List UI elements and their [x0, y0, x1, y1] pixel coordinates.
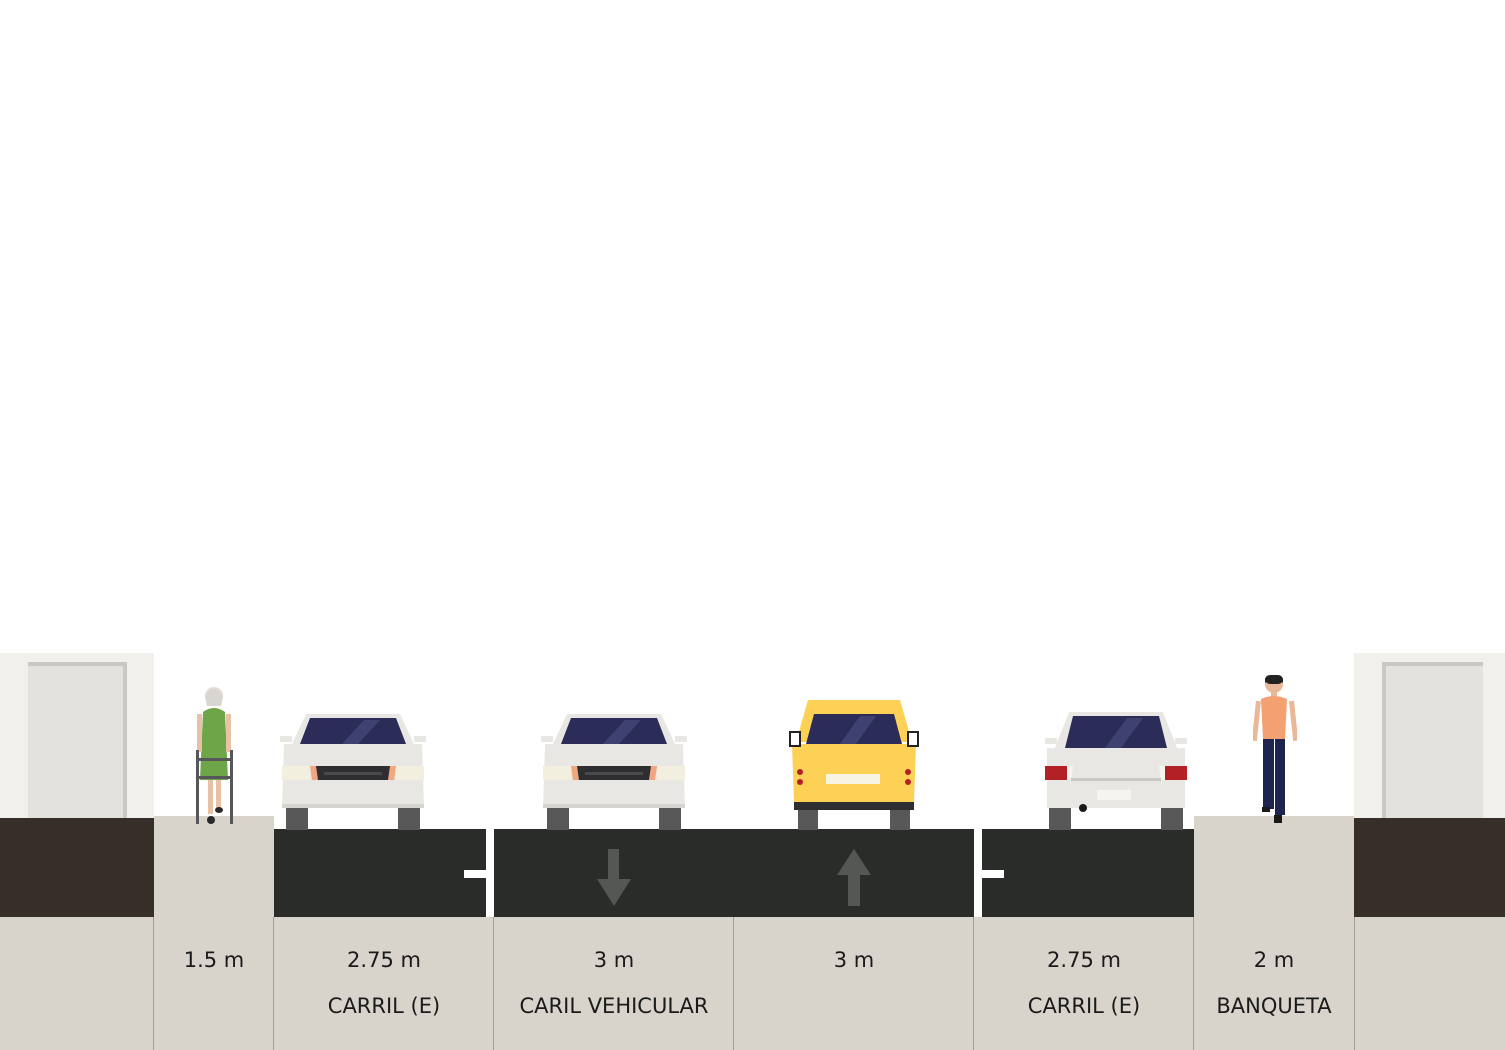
segment-name-label: CARIL VEHICULAR — [519, 994, 709, 1018]
left-sidewalk — [154, 816, 274, 918]
dashed-marking — [464, 870, 486, 878]
elderly-walker-icon — [196, 687, 233, 824]
segment-width-label: 2 m — [1253, 948, 1295, 972]
segment-divider — [973, 917, 974, 1050]
lane-vehicular — [494, 829, 974, 918]
white-sedan-rear-icon — [1045, 712, 1187, 830]
segment-divider — [493, 917, 494, 1050]
segment-divider — [153, 917, 154, 1050]
segment-width-label: 3 m — [593, 948, 635, 972]
solid-separator-line — [974, 829, 982, 918]
segment-label-strip — [0, 917, 1505, 1050]
segment-divider — [273, 917, 274, 1050]
left-building-base — [0, 818, 154, 918]
segment-name-label: BANQUETA — [1216, 994, 1332, 1018]
segment-divider — [733, 917, 734, 1050]
white-sedan-front-icon — [280, 714, 426, 830]
yellow-taxi-rear-icon — [789, 700, 919, 830]
segment-width-label: 3 m — [833, 948, 875, 972]
segment-name-label: CARRIL (E) — [1027, 994, 1141, 1018]
segment-divider — [1354, 917, 1355, 1050]
segment-width-label: 2.75 m — [1047, 948, 1121, 972]
left-building-door — [28, 662, 127, 822]
roadway — [274, 829, 1194, 918]
right-building-door — [1382, 662, 1483, 822]
white-sedan-front-icon — [541, 714, 687, 830]
segment-divider — [1193, 917, 1194, 1050]
solid-separator-line — [486, 829, 494, 918]
right-sidewalk — [1194, 816, 1354, 918]
lane-carril-e-left — [274, 829, 486, 918]
lane-carril-e-right — [982, 829, 1194, 918]
down-arrow-icon — [597, 849, 631, 906]
up-arrow-icon — [837, 849, 871, 906]
pedestrian-icon — [1253, 675, 1297, 823]
segment-width-label: 2.75 m — [347, 948, 421, 972]
segment-name-label: CARRIL (E) — [327, 994, 441, 1018]
segment-width-label: 1.5 m — [183, 948, 245, 972]
right-building-base — [1354, 818, 1505, 918]
